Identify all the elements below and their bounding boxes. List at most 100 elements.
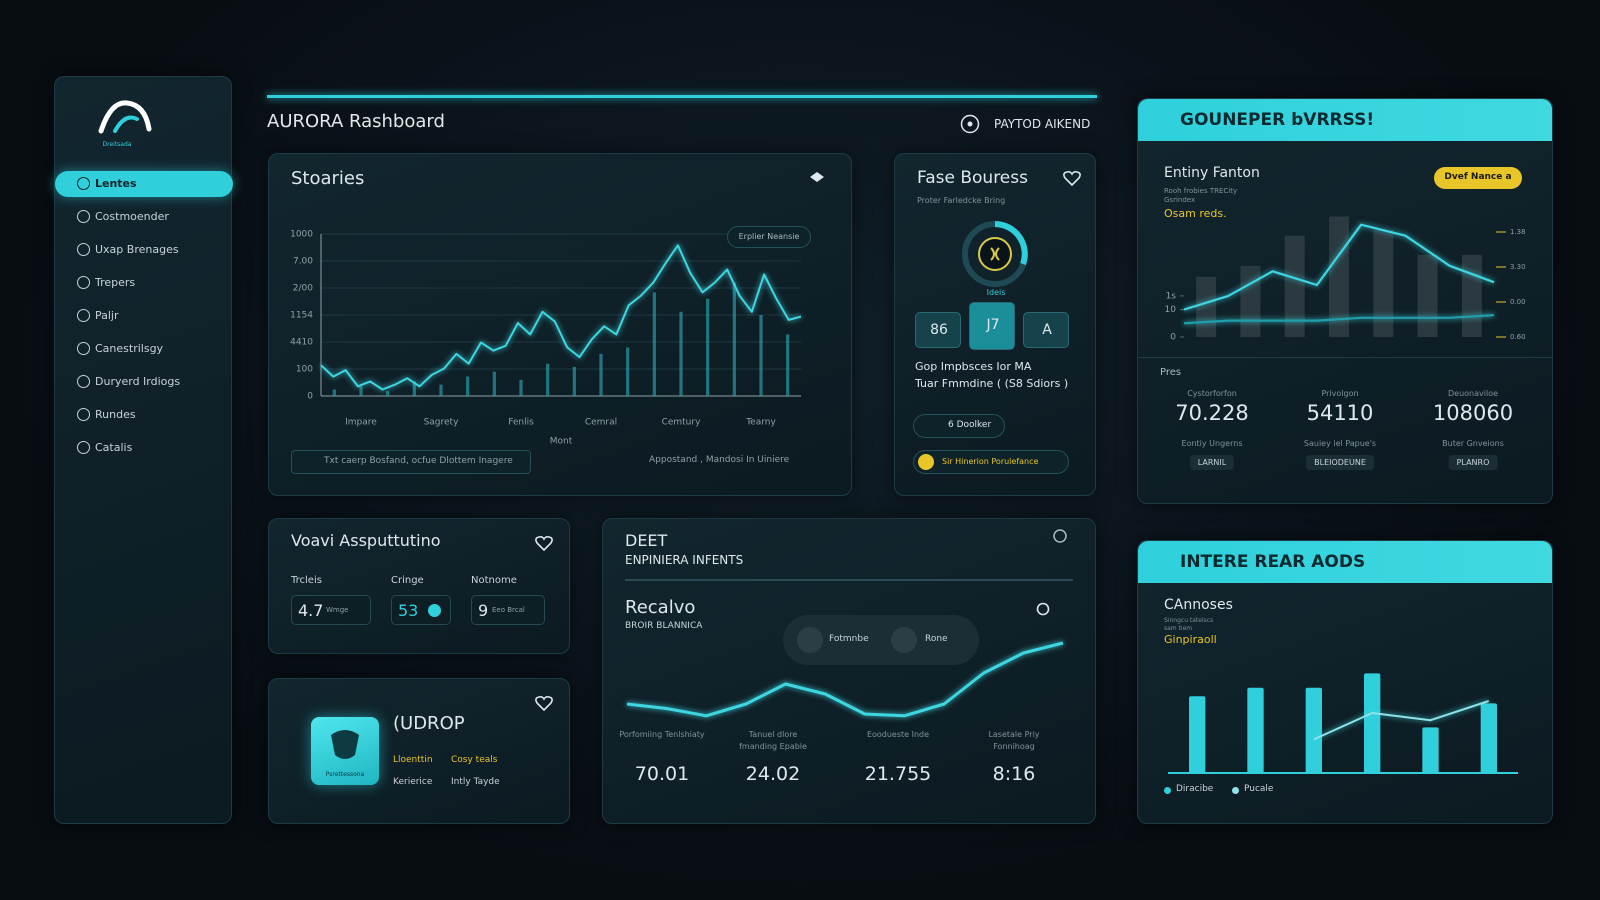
stat-label: Buter Gnveions <box>1442 439 1504 448</box>
bar <box>1373 230 1394 337</box>
app-icon[interactable]: Psrettessona <box>311 717 379 785</box>
bar <box>652 292 656 396</box>
stat-value: 108060 <box>1432 401 1514 425</box>
badge[interactable]: Erplier Neansie <box>727 226 811 248</box>
nav-label: Rundes <box>95 408 136 421</box>
y-tick-label: 0 <box>307 392 313 402</box>
y2-tick-label: 3.30 <box>1510 263 1526 271</box>
row-text: Cosy teals <box>451 755 498 765</box>
text-line: Gop Impbsces Ior MA <box>915 360 1032 373</box>
bar <box>1240 265 1261 337</box>
field-box[interactable]: 53 <box>391 595 451 625</box>
stat-label: Tanuel dlore fmanding Epable <box>739 730 807 751</box>
bar <box>519 379 523 396</box>
udrop-card: Psrettessona (UDROP Lloenttin Cosy teals K… <box>268 678 570 824</box>
bar <box>1189 696 1206 773</box>
nav-item[interactable]: Costmoender <box>55 204 233 230</box>
deet-card: DEET ENPINIERA INFENTS Recalvo BROIR BLA… <box>602 518 1096 824</box>
link[interactable]: Sir Hinerion Porulefance <box>913 450 1069 474</box>
intere-chart <box>1168 673 1518 774</box>
card-title: Entiny Fanton <box>1164 165 1260 181</box>
heart-icon[interactable] <box>535 695 553 711</box>
y-tick-label: 2/00 <box>293 283 313 293</box>
stat-tag: PLANRO <box>1448 455 1498 470</box>
field-label: Cringe <box>391 575 424 586</box>
field-box[interactable]: 9 Eeo Brcal <box>471 595 545 625</box>
footer-pill[interactable]: Txt caerp Bosfand, ocfue Dlottem Inagere <box>291 450 531 474</box>
bar <box>786 334 790 396</box>
button[interactable]: 6 Doolker <box>913 414 1005 438</box>
y-tick-label: 1154 <box>290 311 313 321</box>
y-tick-label: 1000 <box>290 230 313 240</box>
header-line <box>267 95 1097 98</box>
pill-label[interactable]: Fotmnbe <box>829 634 869 644</box>
nav-item[interactable]: Rundes <box>55 402 233 428</box>
field-note: Wmge <box>326 606 349 614</box>
user-icon <box>960 114 980 134</box>
field-label: Notnome <box>471 575 517 586</box>
stat-caption: Privolgon <box>1321 389 1359 398</box>
highlight: Osam reds. <box>1164 207 1227 220</box>
nav-item[interactable]: Catalis <box>55 435 233 461</box>
card-title: Voavi Assputtutino <box>291 531 441 550</box>
refresh-icon[interactable] <box>1035 601 1051 617</box>
nav-label: Paljr <box>95 309 119 322</box>
refresh-icon[interactable] <box>1051 527 1069 545</box>
heart-icon[interactable] <box>535 535 553 551</box>
y-tick-label: 100 <box>296 364 313 374</box>
field-box[interactable]: 4.7 Wmge <box>291 595 371 625</box>
tile-value: J7 <box>986 317 1000 333</box>
field-note: Eeo Brcal <box>492 606 525 614</box>
stat-tag: LARNIL <box>1189 455 1235 470</box>
nav-item[interactable]: Paljr <box>55 303 233 329</box>
section-title: Recalvo <box>625 597 696 618</box>
heart-icon[interactable] <box>1063 170 1081 186</box>
badge[interactable]: Dvef Nance a <box>1434 167 1522 189</box>
pill-icon[interactable] <box>891 627 917 653</box>
nav-label: Duryerd Irdiogs <box>95 375 181 388</box>
line <box>320 244 802 391</box>
tile-value: A <box>1042 322 1052 338</box>
x-tick-label: Impare <box>345 418 377 428</box>
stat-value: 24.02 <box>745 763 801 785</box>
gouneper-card: GOUNEPER bVRRSS! Entiny Fanton Dvef Nanc… <box>1137 98 1553 504</box>
nav-icon <box>77 276 90 289</box>
y2-tick-label: 0.00 <box>1510 298 1526 306</box>
user-name[interactable]: PAYTOD AIKEND <box>994 117 1091 131</box>
nav-item[interactable]: Uxap Brenages <box>55 237 233 263</box>
nav-item[interactable]: Duryerd Irdiogs <box>55 369 233 395</box>
gouneper-chart: 0 10 1s 0.60 0.00 3.30 1.38 <box>1165 216 1526 343</box>
legend-swatch <box>1164 787 1171 794</box>
field-value: 4.7 <box>298 601 324 620</box>
card-title: (UDROP <box>393 713 465 734</box>
nav-icon <box>77 243 90 256</box>
nav-label: Canestrilsgy <box>95 342 164 355</box>
pill-icon[interactable] <box>797 627 823 653</box>
section-title: Pres <box>1160 367 1182 378</box>
field-value: 53 <box>398 601 419 620</box>
stat-tag: BLEIODEUNE <box>1306 455 1374 470</box>
stat-label: Sauiey iel Papue's <box>1303 439 1377 448</box>
stat-value: 21.755 <box>864 763 932 785</box>
nav-label: Uxap Brenages <box>95 243 179 256</box>
bar <box>1422 727 1439 773</box>
app-glyph <box>331 730 359 759</box>
stories-card: Stoaries Mont 0 100 4410 1154 2/00 7.00 1000 Im… <box>268 153 852 496</box>
divider <box>1138 357 1552 358</box>
note: sam tiem <box>1164 625 1193 632</box>
nav-item[interactable]: Lentes <box>55 171 233 197</box>
nav-label: Costmoender <box>95 210 169 223</box>
y-tick-label: 4410 <box>290 338 313 348</box>
y-tick-label: 7.00 <box>293 257 313 267</box>
line <box>626 641 1064 718</box>
pill-label[interactable]: Rone <box>925 634 948 644</box>
card-header: INTERE REAR AODS <box>1138 541 1552 583</box>
field-value: 9 <box>478 601 489 620</box>
layers-icon[interactable] <box>809 170 825 186</box>
bar <box>1247 687 1264 773</box>
stat-value: 70.228 <box>1175 401 1249 425</box>
tile: 86 <box>915 312 961 348</box>
nav-item[interactable]: Canestrilsgy <box>55 336 233 362</box>
nav-item[interactable]: Trepers <box>55 270 233 296</box>
